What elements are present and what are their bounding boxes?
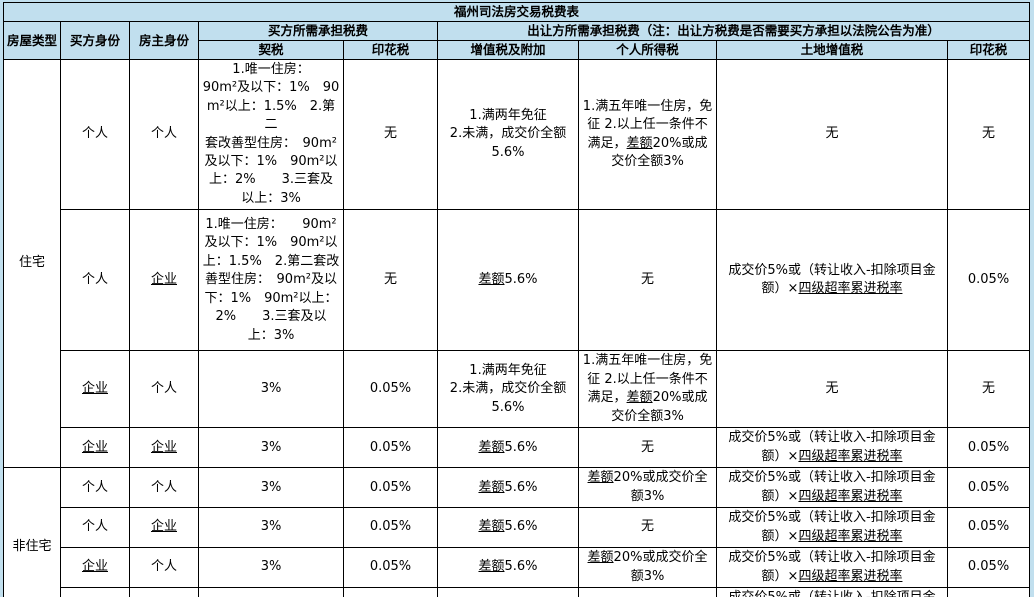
cell-land-vat: 无 xyxy=(716,350,948,429)
header-seller-taxes-group: 出让方所需承担税费（注：出让方税费是否需要买方承担以法院公告为准） xyxy=(436,21,1031,41)
cell-stamp-tax-seller: 无 xyxy=(946,58,1031,211)
header-stamp-tax-seller: 印花税 xyxy=(946,40,1031,60)
cell-deed-tax: 1.唯一住房： 90m² 及以下：1% 90m²以 上：1.5% 2.第二套改 … xyxy=(198,209,344,352)
cell-stamp-tax-seller: 0.05% xyxy=(946,427,1031,469)
header-buyer-taxes-group: 买方所需承担税费 xyxy=(198,21,438,41)
cell-personal-income-tax: 无 xyxy=(578,587,717,597)
cell-stamp-tax-buyer: 0.05% xyxy=(343,350,438,429)
cell-deed-tax: 1.唯一住房： 90m²及以下：1% 90 m²以上：1.5% 2.第二 套改善… xyxy=(198,58,344,211)
cell-vat-surcharge: 差额5.6% xyxy=(437,507,579,549)
cell-vat-surcharge: 差额5.6% xyxy=(437,587,579,597)
cell-land-vat: 成交价5%或（转让收入-扣除项目金额）×四级超率累进税率 xyxy=(716,547,948,588)
cell-buyer-identity: 企业 xyxy=(60,350,130,429)
table-row: 住宅 个人 个人 1.唯一住房： 90m²及以下：1% 90 m²以上：1.5%… xyxy=(3,58,1031,469)
header-land-vat: 土地增值税 xyxy=(716,40,948,60)
table-row: 企业 企业 3% 0.05% 差额5.6% 无 成交价5%或（转让收入-扣除项目… xyxy=(4,587,1031,597)
cell-personal-income-tax: 无 xyxy=(578,209,717,352)
cell-owner-identity: 个人 xyxy=(129,467,199,509)
table-row: 非住宅 个人 个人 3% 0.05% 差额5.6% 差额20%或成交价全额3% … xyxy=(3,467,1031,597)
table-title: 福州司法房交易税费表 xyxy=(2,2,1031,22)
cell-deed-tax: 3% xyxy=(198,427,344,469)
cell-land-vat: 成交价5%或（转让收入-扣除项目金额）×四级超率累进税率 xyxy=(716,209,948,352)
cell-stamp-tax-buyer: 无 xyxy=(343,209,438,352)
cell-land-vat: 成交价5%或（转让收入-扣除项目金额）×四级超率累进税率 xyxy=(716,507,948,549)
cell-stamp-tax-seller: 0.05% xyxy=(946,587,1031,597)
table-row: 企业 企业 3% 0.05% 差额5.6% 无 成交价5%或（转让收入-扣除项目… xyxy=(4,427,1031,469)
cell-owner-identity: 企业 xyxy=(129,587,199,597)
cell-deed-tax: 3% xyxy=(198,587,344,597)
table-row: 企业 个人 3% 0.05% 1.满两年免征 2.未满，成交价全额 5.6% 1… xyxy=(4,350,1031,429)
cell-stamp-tax-seller: 0.05% xyxy=(946,507,1031,549)
cell-owner-identity: 个人 xyxy=(129,350,199,429)
cell-vat-surcharge: 差额5.6% xyxy=(437,547,579,588)
cell-deed-tax: 3% xyxy=(198,350,344,429)
cell-stamp-tax-buyer: 0.05% xyxy=(343,507,438,549)
cell-stamp-tax-buyer: 0.05% xyxy=(343,587,438,597)
cell-stamp-tax-buyer: 0.05% xyxy=(343,467,438,509)
cell-owner-identity: 企业 xyxy=(129,209,199,352)
header-vat-surcharge: 增值税及附加 xyxy=(437,40,579,60)
cell-personal-income-tax: 1.满五年唯一住房，免征 2.以上任一条件不满足，差额20%或成交价全额3% xyxy=(578,58,717,211)
cell-personal-income-tax: 无 xyxy=(578,427,717,469)
cell-land-vat: 无 xyxy=(716,58,948,211)
cell-personal-income-tax: 差额20%或成交价全额3% xyxy=(578,467,717,509)
cell-stamp-tax-buyer: 0.05% xyxy=(343,547,438,588)
cell-vat-surcharge: 差额5.6% xyxy=(437,427,579,469)
cell-buyer-identity: 个人 xyxy=(60,209,130,352)
header-owner-identity: 房主身份 xyxy=(129,21,199,60)
group-residential: 住宅 xyxy=(3,58,61,469)
cell-stamp-tax-seller: 0.05% xyxy=(946,467,1031,509)
cell-land-vat: 成交价5%或（转让收入-扣除项目金额）×四级超率累进税率 xyxy=(716,587,948,597)
cell-stamp-tax-buyer: 无 xyxy=(343,58,438,211)
group-non-residential: 非住宅 xyxy=(3,467,61,597)
cell-personal-income-tax: 无 xyxy=(578,507,717,549)
cell-buyer-identity: 企业 xyxy=(60,547,130,588)
cell-stamp-tax-seller: 无 xyxy=(946,350,1031,429)
header-personal-income-tax: 个人所得税 xyxy=(578,40,717,60)
cell-personal-income-tax: 1.满五年唯一住房，免征 2.以上任一条件不满足，差额20%或成交价全额3% xyxy=(578,350,717,429)
cell-vat-surcharge: 1.满两年免征 2.未满，成交价全额 5.6% xyxy=(437,350,579,429)
cell-buyer-identity: 企业 xyxy=(60,427,130,469)
cell-owner-identity: 个人 xyxy=(129,547,199,588)
cell-stamp-tax-seller: 0.05% xyxy=(946,209,1031,352)
cell-vat-surcharge: 1.满两年免征 2.未满，成交价全额 5.6% xyxy=(437,58,579,211)
table-row: 个人 企业 3% 0.05% 差额5.6% 无 成交价5%或（转让收入-扣除项目… xyxy=(4,507,1031,549)
cell-vat-surcharge: 差额5.6% xyxy=(437,467,579,509)
table-row: 个人 企业 1.唯一住房： 90m² 及以下：1% 90m²以 上：1.5% 2… xyxy=(4,209,1031,352)
cell-owner-identity: 企业 xyxy=(129,507,199,549)
header-deed-tax: 契税 xyxy=(198,40,344,60)
header-buyer-identity: 买方身份 xyxy=(60,21,130,60)
header-house-type: 房屋类型 xyxy=(3,21,61,60)
cell-buyer-identity: 个人 xyxy=(60,467,130,509)
cell-deed-tax: 3% xyxy=(198,467,344,509)
cell-land-vat: 成交价5%或（转让收入-扣除项目金额）×四级超率累进税率 xyxy=(716,467,948,509)
table-row: 企业 个人 3% 0.05% 差额5.6% 差额20%或成交价全额3% 成交价5… xyxy=(4,547,1031,588)
cell-buyer-identity: 个人 xyxy=(60,507,130,549)
cell-stamp-tax-seller: 0.05% xyxy=(946,547,1031,588)
cell-buyer-identity: 企业 xyxy=(60,587,130,597)
cell-owner-identity: 企业 xyxy=(129,427,199,469)
cell-stamp-tax-buyer: 0.05% xyxy=(343,427,438,469)
cell-personal-income-tax: 差额20%或成交价全额3% xyxy=(578,547,717,588)
cell-land-vat: 成交价5%或（转让收入-扣除项目金额）×四级超率累进税率 xyxy=(716,427,948,469)
cell-owner-identity: 个人 xyxy=(129,58,199,211)
cell-vat-surcharge: 差额5.6% xyxy=(437,209,579,352)
cell-deed-tax: 3% xyxy=(198,507,344,549)
cell-deed-tax: 3% xyxy=(198,547,344,588)
cell-buyer-identity: 个人 xyxy=(60,58,130,211)
header-stamp-tax-buyer: 印花税 xyxy=(343,40,438,60)
